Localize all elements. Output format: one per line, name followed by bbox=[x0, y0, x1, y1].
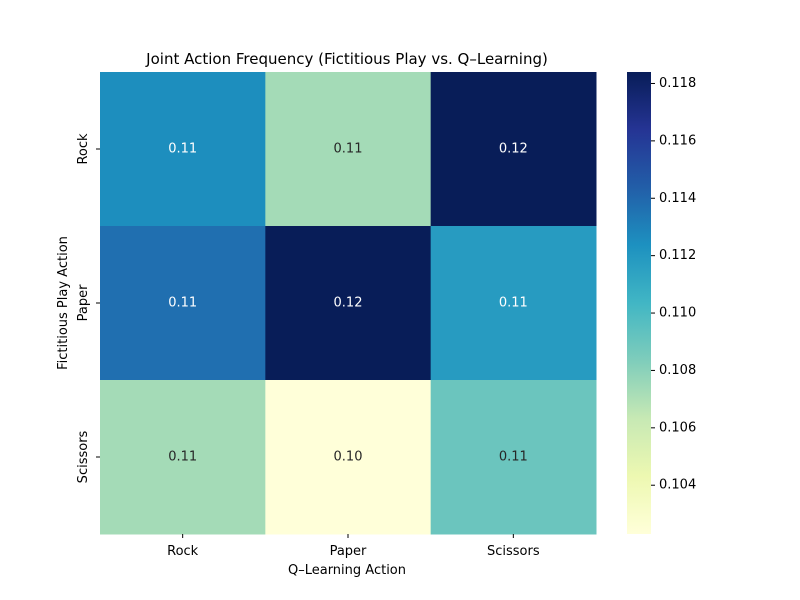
x-tick-label: Rock bbox=[167, 544, 199, 559]
colorbar-tick-label: 0.110 bbox=[659, 306, 696, 321]
heatmap-cell bbox=[265, 226, 432, 381]
colorbar-tick-label: 0.114 bbox=[659, 191, 696, 206]
heatmap-cell bbox=[100, 226, 266, 381]
colorbar-tick-label: 0.116 bbox=[659, 133, 696, 148]
chart-title: Joint Action Frequency (Fictitious Play … bbox=[145, 50, 548, 68]
cell-value-label: 0.11 bbox=[168, 142, 197, 157]
colorbar-tick-label: 0.108 bbox=[659, 363, 696, 378]
colorbar-tick-label: 0.106 bbox=[659, 420, 696, 435]
cell-value-label: 0.11 bbox=[168, 296, 197, 311]
y-axis-ticks: Rock Paper Scissors bbox=[76, 133, 100, 483]
colorbar-tick-label: 0.112 bbox=[659, 248, 696, 263]
colorbar-tick-label: 0.118 bbox=[659, 76, 696, 91]
x-axis-label: Q–Learning Action bbox=[288, 563, 406, 578]
heatmap-cell-labels: 0.11 0.11 0.12 0.11 0.12 0.11 0.11 0.10 0.11 bbox=[168, 142, 528, 465]
heatmap-cell bbox=[430, 226, 597, 381]
heatmap-cell bbox=[100, 72, 266, 227]
y-tick-label: Scissors bbox=[76, 430, 91, 483]
y-tick-label: Rock bbox=[76, 133, 91, 165]
colorbar bbox=[627, 72, 651, 534]
x-tick-label: Paper bbox=[330, 544, 367, 559]
colorbar-tick-label: 0.104 bbox=[659, 478, 696, 493]
cell-value-label: 0.11 bbox=[499, 296, 528, 311]
colorbar-ticks: 0.104 0.106 0.108 0.110 0.112 0.114 0.116 0.118 bbox=[651, 76, 696, 493]
heatmap-cell bbox=[265, 380, 432, 535]
heatmap-cell bbox=[265, 72, 432, 227]
y-tick-label: Paper bbox=[76, 284, 91, 321]
cell-value-label: 0.11 bbox=[168, 450, 197, 465]
cell-value-label: 0.11 bbox=[499, 450, 528, 465]
heatmap-cells bbox=[100, 72, 597, 535]
x-tick-label: Scissors bbox=[487, 544, 540, 559]
cell-value-label: 0.12 bbox=[499, 142, 528, 157]
x-axis-ticks: Rock Paper Scissors bbox=[167, 534, 540, 559]
heatmap-cell bbox=[430, 72, 597, 227]
cell-value-label: 0.10 bbox=[334, 450, 363, 465]
cell-value-label: 0.12 bbox=[334, 296, 363, 311]
cell-value-label: 0.11 bbox=[334, 142, 363, 157]
heatmap-cell bbox=[100, 380, 266, 535]
y-axis-label: Fictitious Play Action bbox=[56, 236, 71, 370]
heatmap-cell bbox=[430, 380, 597, 535]
